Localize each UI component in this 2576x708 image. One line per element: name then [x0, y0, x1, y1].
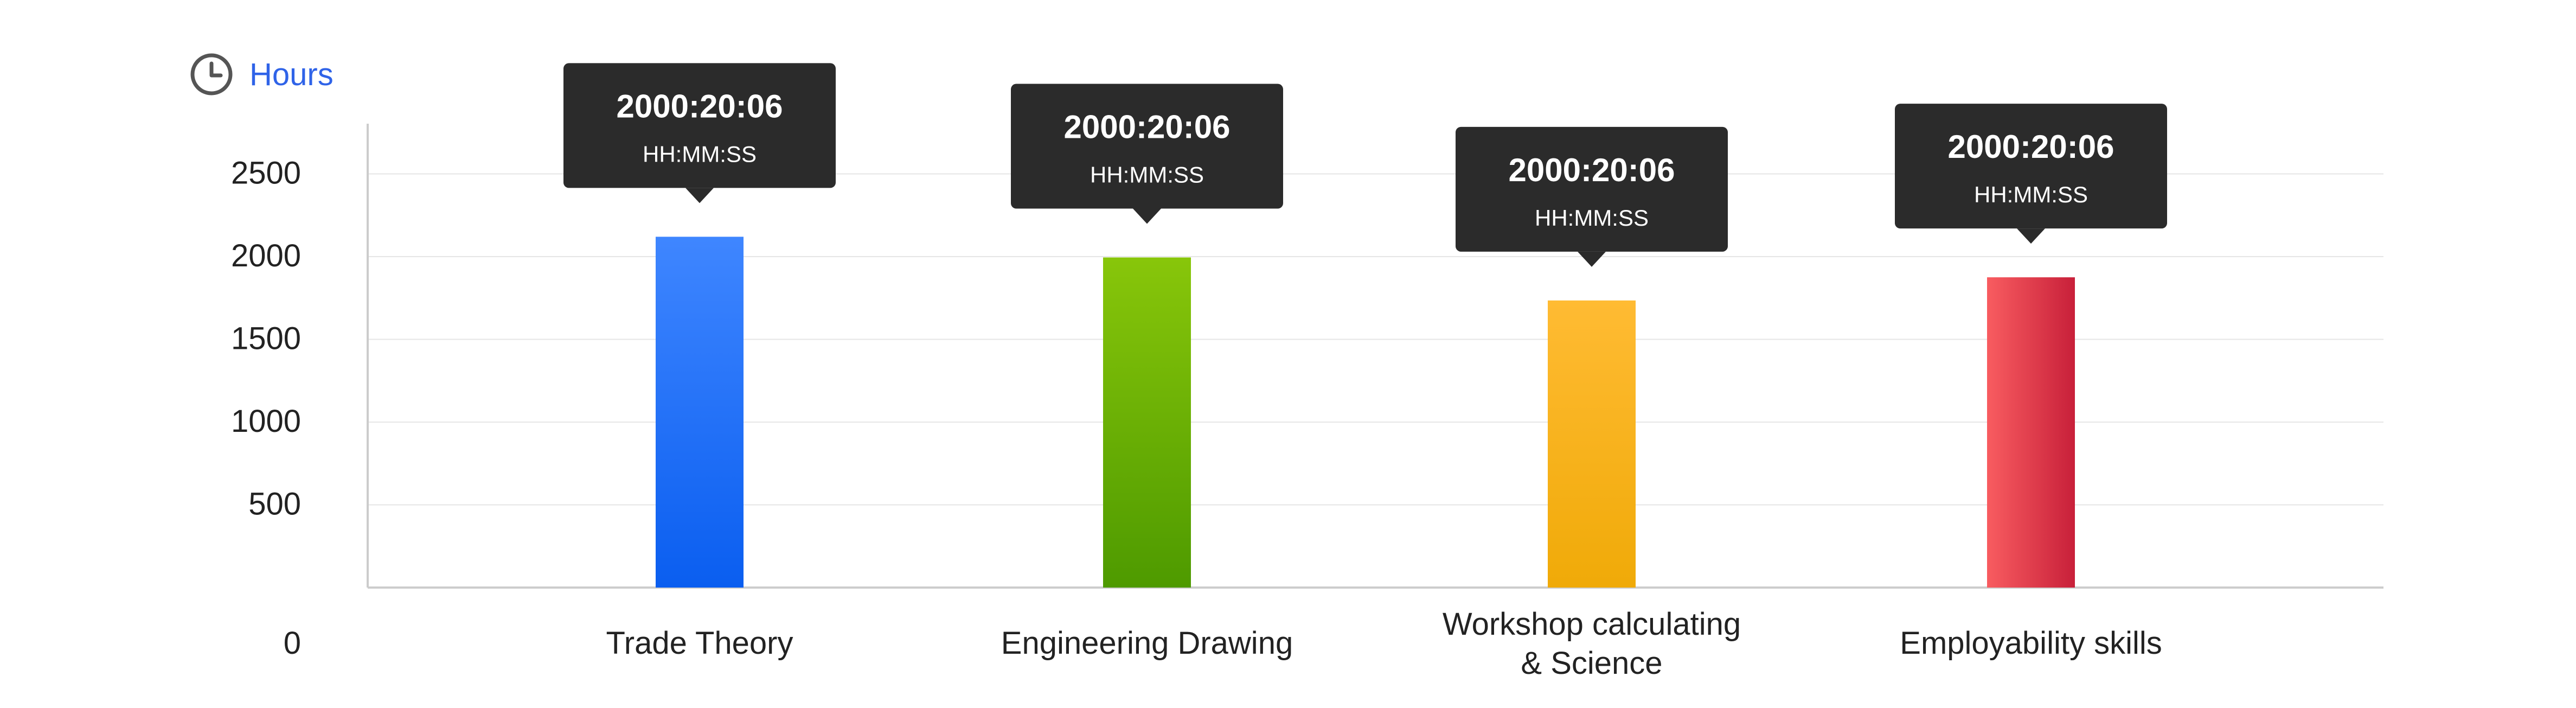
bar	[1987, 277, 2075, 588]
tooltip-unit: HH:MM:SS	[1090, 162, 1204, 188]
tooltip-pointer	[685, 188, 714, 203]
x-tick-label: Workshop calculating & Science	[1443, 607, 1741, 681]
tooltip-value: 2000:20:06	[1948, 129, 2114, 165]
x-tick-label: Employability skills	[1900, 626, 2162, 661]
x-tick-label-line: Trade Theory	[606, 626, 793, 661]
y-axis-label: Hours	[249, 56, 334, 92]
tooltip-box	[1011, 84, 1283, 209]
x-tick-label-line: Workshop calculating	[1443, 607, 1741, 642]
clock-icon	[190, 53, 233, 95]
tooltip-box	[1895, 104, 2167, 229]
tooltip-unit: HH:MM:SS	[643, 141, 757, 167]
x-tick-label: Trade Theory	[606, 626, 793, 661]
x-tick-label-line: Employability skills	[1900, 626, 2162, 661]
y-tick-label: 0	[284, 626, 301, 661]
bar	[1103, 257, 1191, 588]
tooltip-box	[1456, 126, 1728, 252]
x-tick-label: Engineering Drawing	[1001, 626, 1293, 661]
y-tick-label: 2500	[231, 156, 301, 191]
y-tick-label: 1000	[231, 404, 301, 439]
tooltip-value: 2000:20:06	[1509, 152, 1675, 188]
x-tick-label-line: & Science	[1521, 646, 1662, 681]
y-axis-legend: Hours	[190, 50, 334, 99]
tooltip-unit: HH:MM:SS	[1974, 182, 2088, 207]
y-tick-label: 1500	[231, 321, 301, 356]
bar	[656, 237, 744, 588]
tooltip-unit: HH:MM:SS	[1535, 205, 1649, 231]
tooltip-value: 2000:20:06	[1064, 109, 1231, 145]
y-tick-label: 2000	[231, 238, 301, 273]
tooltip-box	[563, 63, 836, 188]
bar	[1548, 300, 1636, 588]
y-tick-label: 500	[248, 487, 301, 522]
tooltip-pointer	[1133, 208, 1161, 224]
tooltip-pointer	[2017, 228, 2045, 244]
tooltip-value: 2000:20:06	[617, 88, 783, 124]
x-tick-label-line: Engineering Drawing	[1001, 626, 1293, 661]
tooltip-pointer	[1578, 251, 1606, 267]
